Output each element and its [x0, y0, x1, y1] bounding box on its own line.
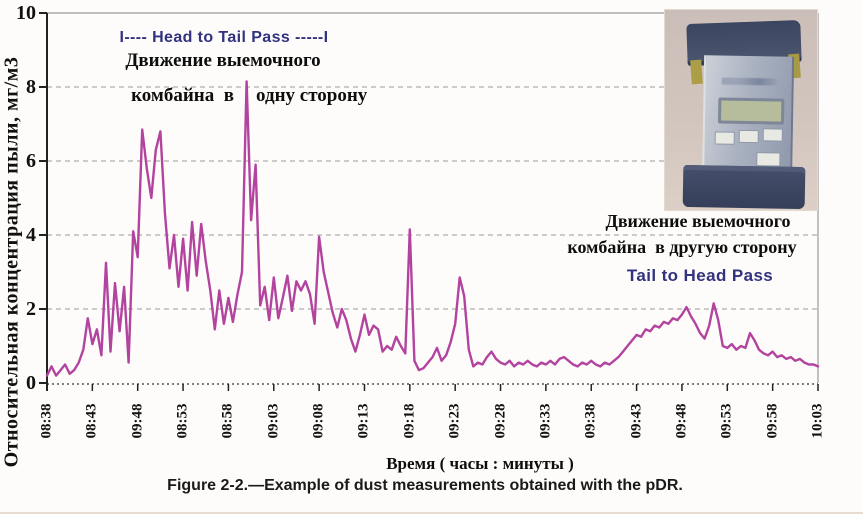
pdr-button-1 — [714, 131, 735, 145]
x-tick-label: 09:13 — [355, 403, 372, 439]
dust-concentration-series — [45, 80, 820, 377]
x-tick-label: 09:38 — [582, 403, 599, 439]
x-tick-label: 09:58 — [764, 403, 781, 439]
x-tick-label: 09:43 — [628, 403, 645, 439]
pdr-strap-tab-left — [690, 59, 703, 85]
y-axis-label: Относительная концентрация пыли, мг/м3 — [0, 56, 23, 468]
tail-to-head-pass-annotation: Tail to Head Pass — [626, 266, 774, 285]
x-tick-label: 08:38 — [38, 403, 55, 439]
x-tick-label: 08:53 — [174, 403, 191, 439]
pdr-base — [682, 164, 806, 210]
x-tick-label: 08:58 — [219, 403, 236, 439]
x-tick-label: 09:08 — [310, 403, 327, 439]
x-tick-label: 09:33 — [537, 403, 554, 439]
pdr-monitor-photo — [664, 9, 818, 211]
shearer-other-direction-line1: Движение выемочного — [605, 211, 791, 231]
shearer-one-direction-line2b: одну сторону — [256, 85, 368, 106]
y-tick-label: 0 — [26, 372, 36, 394]
pdr-nameplate — [721, 77, 778, 86]
x-tick-label: 10:03 — [809, 403, 826, 439]
figure-caption: Figure 2-2.—Example of dust measurements… — [167, 477, 683, 494]
shearer-other-direction-line2: комбайна в другую сторону — [567, 237, 797, 257]
x-tick-label: 08:43 — [83, 403, 100, 439]
pdr-button-4 — [756, 152, 781, 167]
y-tick-label: 6 — [26, 150, 36, 172]
shearer-one-direction-line1: Движение выемочного — [125, 50, 321, 71]
x-tick-label: 09:53 — [718, 403, 735, 439]
pdr-button-2 — [738, 129, 759, 144]
y-tick-label: 2 — [26, 298, 36, 320]
y-tick-label: 8 — [26, 76, 36, 98]
x-axis-label: Время ( часы : минуты ) — [386, 454, 574, 473]
shearer-one-direction-line2a: комбайна в — [131, 85, 234, 106]
y-tick-label: 4 — [26, 224, 36, 246]
head-to-tail-pass-annotation: I---- Head to Tail Pass -----I — [119, 29, 329, 46]
x-tick-label: 09:48 — [673, 403, 690, 439]
pdr-button-3 — [762, 128, 783, 142]
y-tick-label: 10 — [16, 2, 36, 24]
x-tick-label: 09:03 — [265, 403, 282, 439]
x-tick-label: 09:48 — [129, 403, 146, 439]
x-tick-label: 09:23 — [446, 403, 463, 439]
pdr-lcd-display — [717, 97, 785, 125]
x-tick-label: 09:28 — [492, 403, 509, 439]
x-tick-label: 09:18 — [401, 403, 418, 439]
